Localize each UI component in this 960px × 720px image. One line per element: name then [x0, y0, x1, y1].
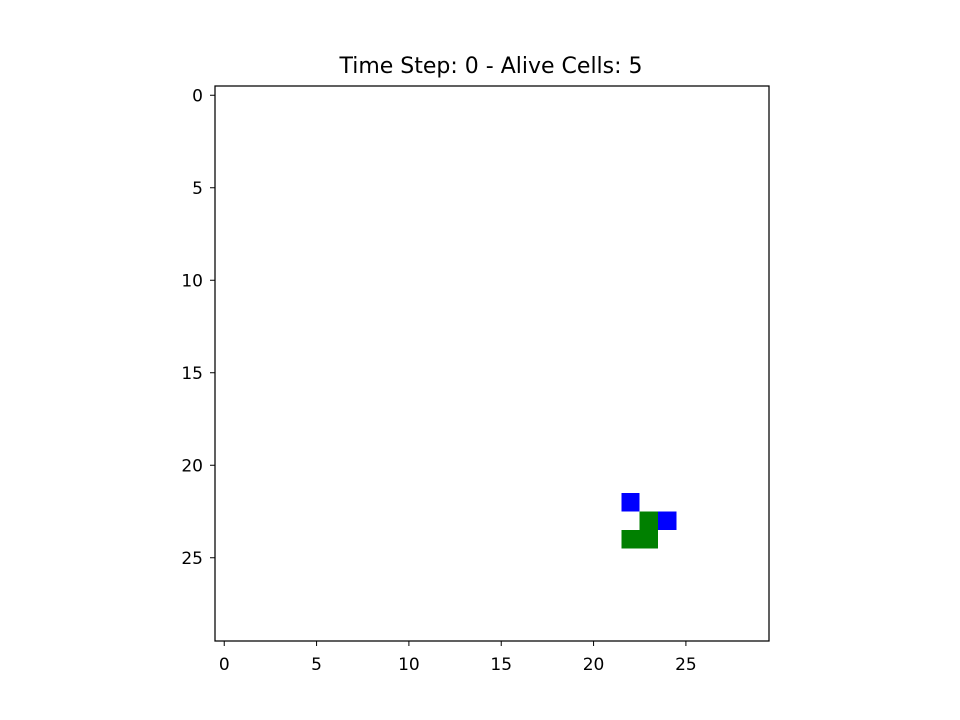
y-tick-label: 10 [181, 271, 203, 291]
alive-cell [621, 530, 640, 549]
alive-cell [658, 511, 677, 530]
alive-cell [639, 530, 659, 549]
ticks-layer: 0 5 10 15 20 25 0 5 10 15 20 25 [181, 86, 696, 675]
y-tick-label: 5 [192, 179, 203, 199]
y-tick-label: 15 [181, 364, 203, 384]
y-tick-label: 0 [192, 86, 203, 106]
x-tick-label: 5 [311, 655, 322, 675]
x-tick-label: 15 [490, 655, 512, 675]
x-tick-label: 20 [583, 655, 605, 675]
x-tick-label: 0 [219, 655, 230, 675]
plot-frame [214, 85, 770, 642]
alive-cell [621, 493, 640, 512]
y-tick-label: 25 [181, 549, 203, 569]
y-tick-label: 20 [181, 456, 203, 476]
x-tick-label: 25 [675, 655, 697, 675]
x-tick-label: 10 [398, 655, 420, 675]
alive-cell [639, 511, 659, 530]
cells-layer [621, 493, 677, 549]
chart-title: Time Step: 0 - Alive Cells: 5 [338, 54, 642, 79]
